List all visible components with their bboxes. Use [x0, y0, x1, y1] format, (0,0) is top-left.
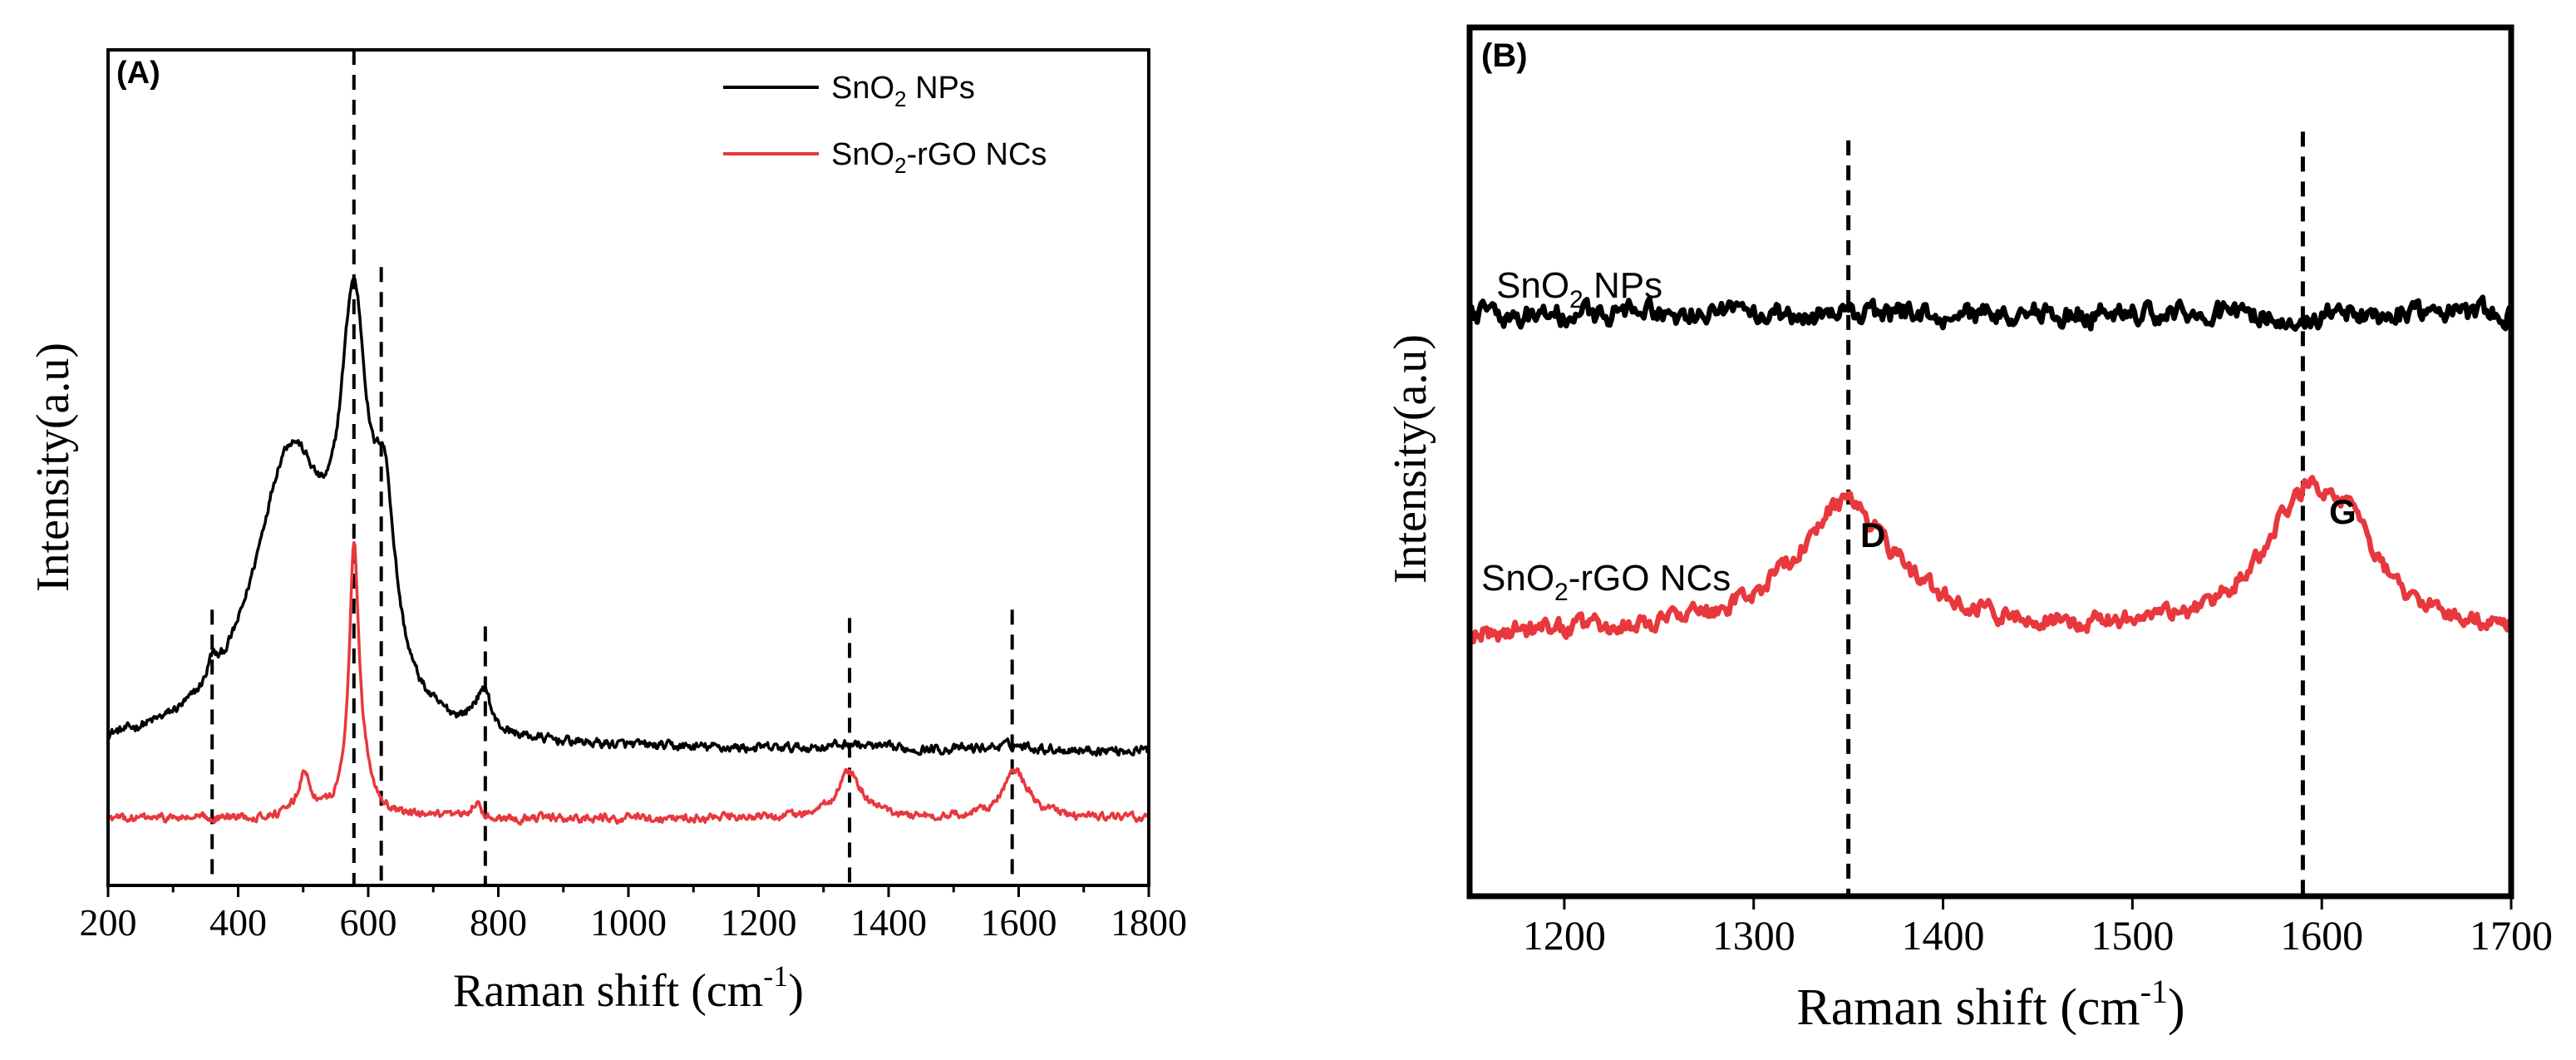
- x-tick-label-a-800: 800: [470, 901, 527, 944]
- panel-a: 200 400 600 800 1000 1200 1400 1600 1800 (A) SnO…: [27, 48, 1187, 1017]
- x-tick-label-b-1300: 1300: [1712, 912, 1795, 959]
- legend-label-sno2-nps: SnO2 NPs: [831, 71, 975, 111]
- series-line-a-sno2_rgo: [106, 540, 1150, 826]
- reference-lines-a: [210, 50, 1014, 885]
- x-axis-label-b: Raman shift (cm-1): [1796, 973, 2184, 1036]
- x-tick-label-b-1600: 1600: [2280, 912, 2363, 959]
- series-label-sno2-rgo: SnO2-rGO NCs: [1481, 558, 1731, 606]
- series-label-sno2-nps: SnO2 NPs: [1496, 265, 1662, 313]
- x-tick-label-b-1400: 1400: [1902, 912, 1985, 959]
- series-line-a-sno2_nps: [106, 276, 1150, 757]
- peak-label-d: D: [1860, 515, 1885, 555]
- panel-label-b: (B): [1481, 37, 1528, 74]
- series-line-b-sno2_rgo: [1467, 475, 2513, 645]
- series-group-b: [1467, 294, 2514, 645]
- y-axis-label-b: Intensity(a.u): [1385, 334, 1436, 584]
- series-line-b-sno2_nps: [1467, 294, 2514, 333]
- x-tick-label-a-200: 200: [80, 901, 137, 944]
- x-axis-b: 1200 1300 1400 1500 1600 1700: [1523, 896, 2553, 959]
- x-tick-label-a-1400: 1400: [850, 901, 927, 944]
- x-tick-label-a-1200: 1200: [721, 901, 797, 944]
- x-tick-label-a-1800: 1800: [1111, 901, 1187, 944]
- y-axis-label-a: Intensity(a.u): [27, 343, 79, 592]
- x-tick-label-a-600: 600: [340, 901, 397, 944]
- panel-b: 1200 1300 1400 1500 1600 1700 (B) SnO2 NPs Sn…: [1385, 24, 2553, 1036]
- x-tick-label-b-1200: 1200: [1523, 912, 1606, 959]
- peak-label-g: G: [2329, 492, 2357, 531]
- series-group-a: [106, 276, 1150, 826]
- x-axis-label-a: Raman shift (cm-1): [453, 959, 804, 1017]
- plot-frame-b: [1466, 24, 2514, 900]
- reference-lines-b: [1846, 131, 2305, 896]
- x-tick-label-a-1600: 1600: [981, 901, 1057, 944]
- plot-frame-a: [106, 48, 1150, 887]
- x-tick-label-a-400: 400: [209, 901, 267, 944]
- x-axis-a: 200 400 600 800 1000 1200 1400 1600 1800: [80, 885, 1187, 944]
- x-tick-label-b-1700: 1700: [2470, 912, 2553, 959]
- x-tick-label-b-1500: 1500: [2091, 912, 2174, 959]
- x-tick-label-a-1000: 1000: [590, 901, 667, 944]
- panel-label-a: (A): [116, 56, 160, 91]
- legend-a: SnO2 NPs SnO2-rGO NCs: [723, 71, 1047, 178]
- legend-label-sno2-rgo: SnO2-rGO NCs: [831, 137, 1047, 178]
